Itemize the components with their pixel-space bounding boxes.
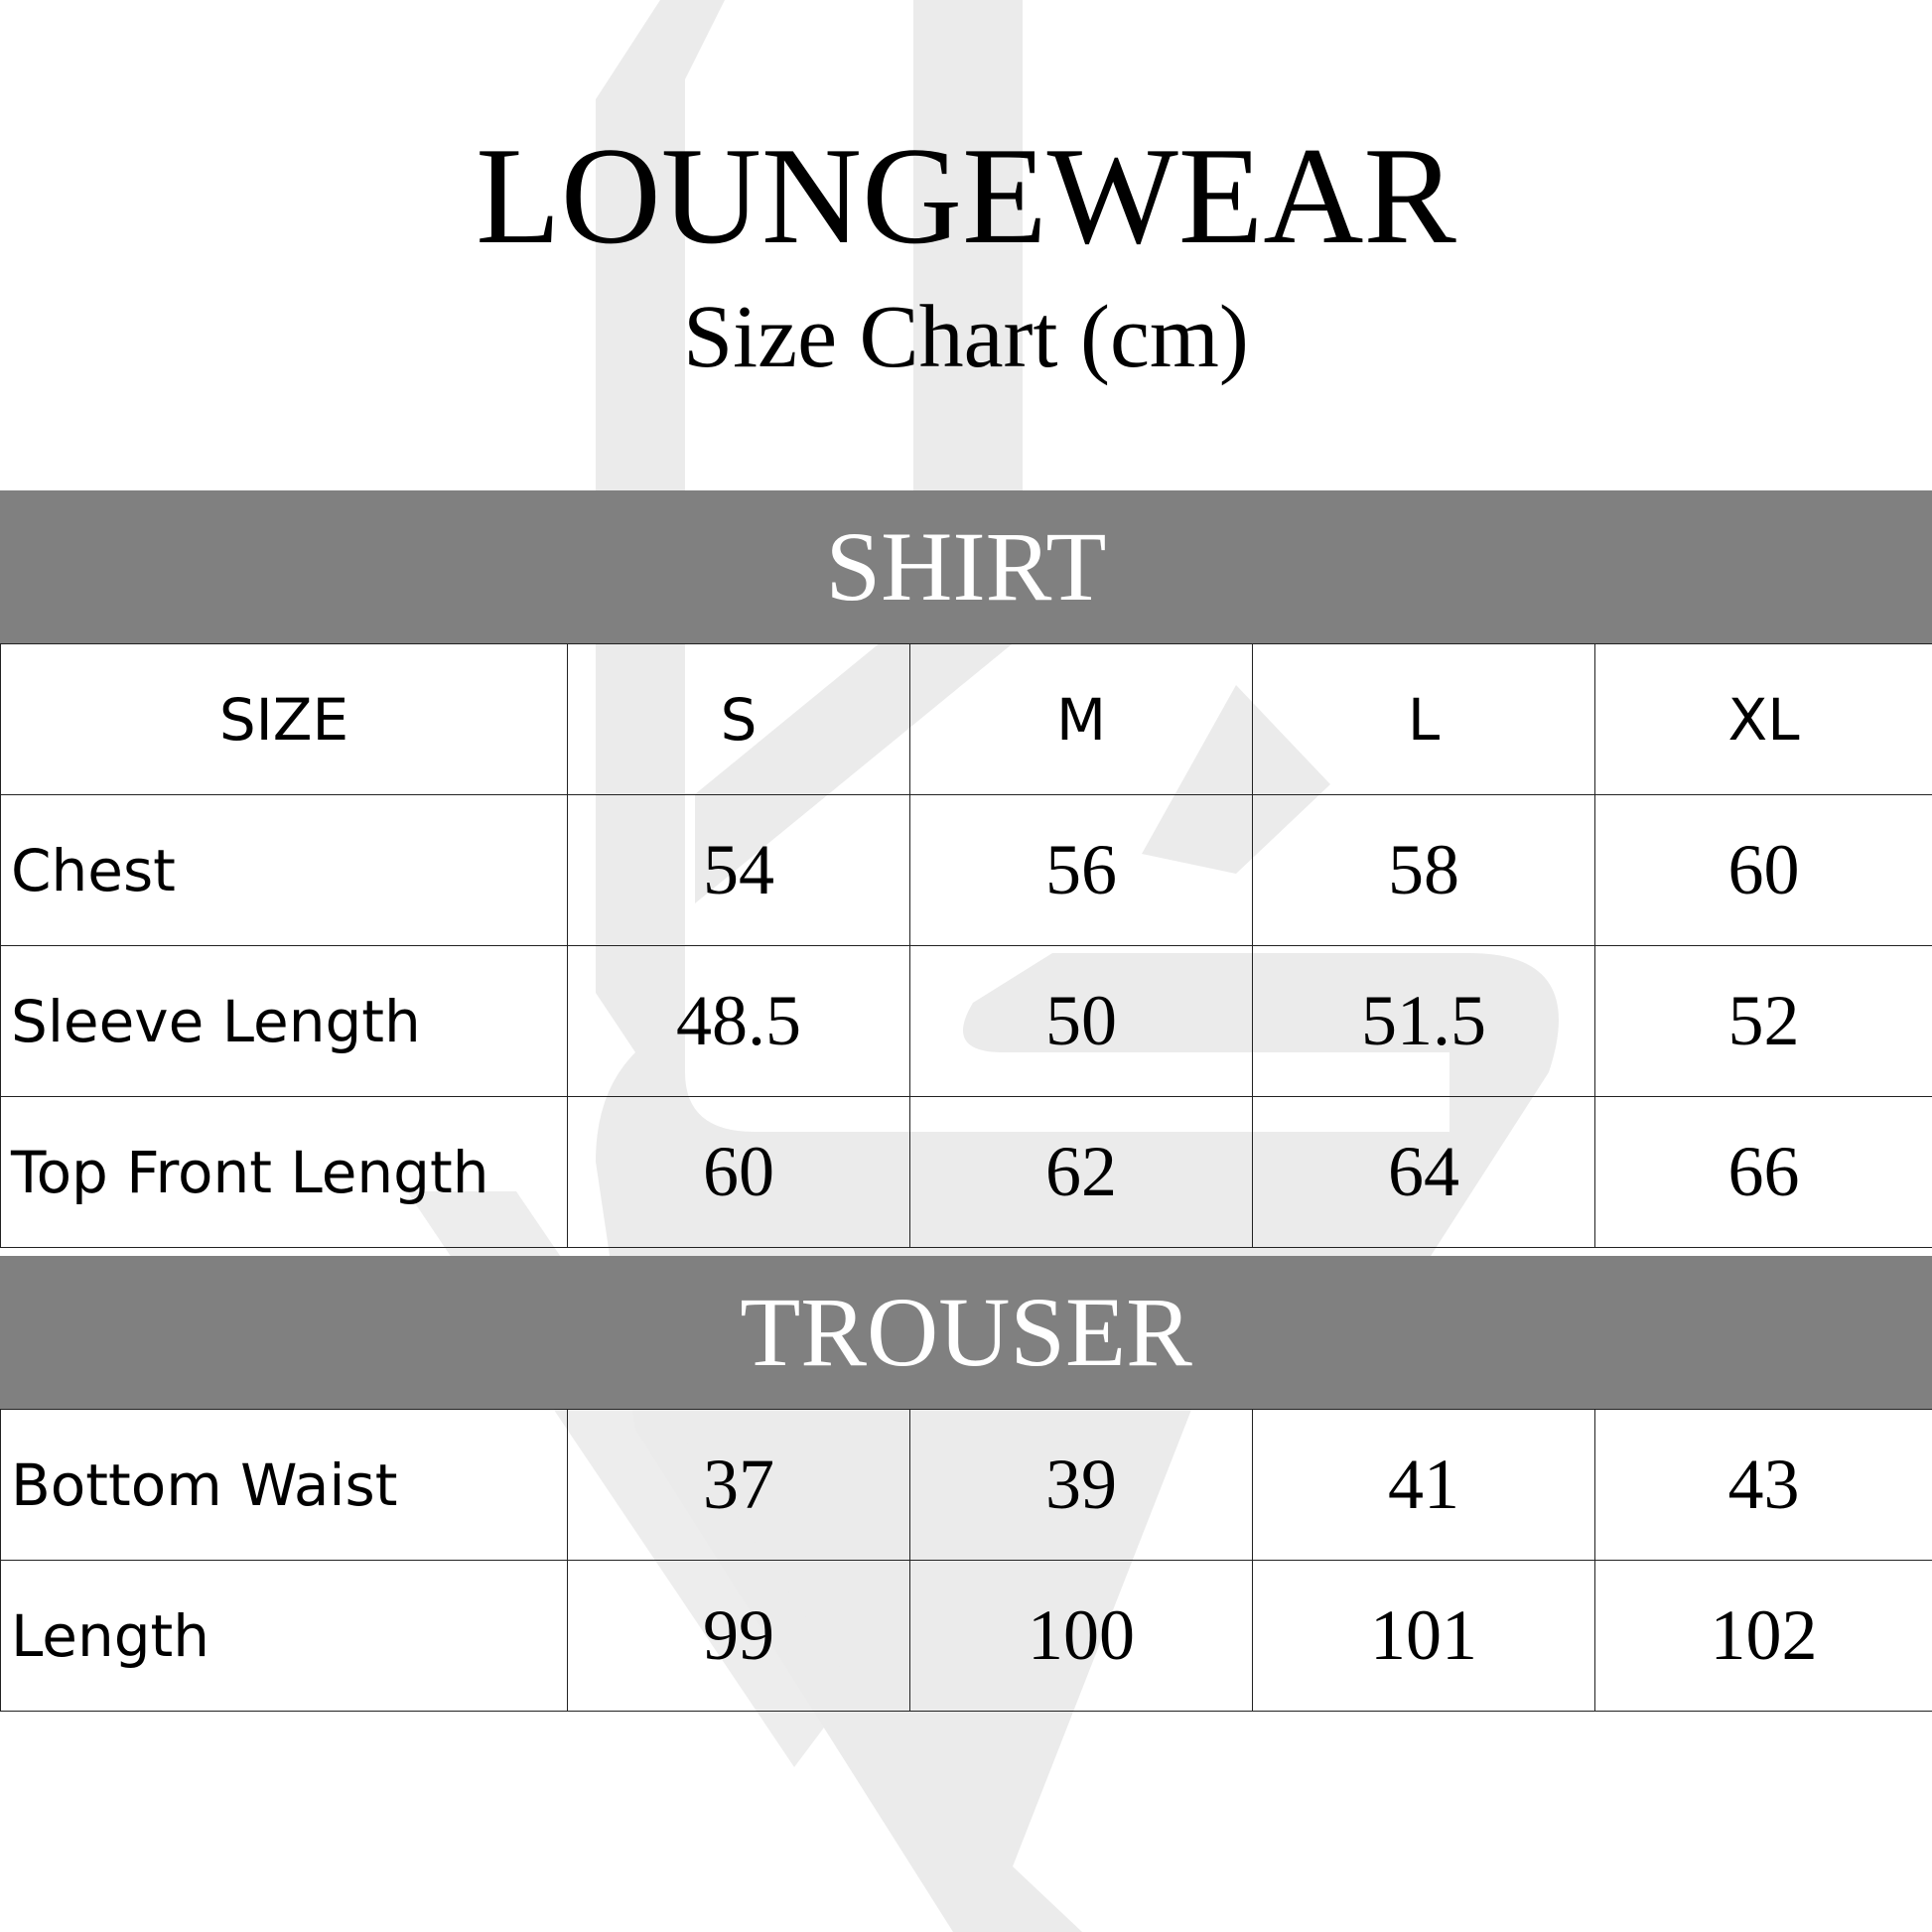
value-cell: 51.5 bbox=[1252, 945, 1595, 1097]
table-header-row: SIZE S M L XL bbox=[0, 643, 1932, 795]
value-cell: 50 bbox=[909, 945, 1253, 1097]
header-cell: M bbox=[909, 643, 1253, 795]
page-title: LOUNGEWEAR bbox=[476, 119, 1456, 273]
value-cell: 54 bbox=[567, 794, 910, 946]
table-row: Length 99 100 101 102 bbox=[0, 1560, 1932, 1712]
header-cell: SIZE bbox=[0, 643, 568, 795]
shirt-size-table: SIZE S M L XL Chest 54 56 58 60 Sleeve L… bbox=[0, 643, 1932, 1248]
value-cell: 64 bbox=[1252, 1096, 1595, 1248]
value-cell: 52 bbox=[1594, 945, 1932, 1097]
value-cell: 99 bbox=[567, 1560, 910, 1712]
header-cell: S bbox=[567, 643, 910, 795]
table-row: Bottom Waist 37 39 41 43 bbox=[0, 1409, 1932, 1561]
row-label: Bottom Waist bbox=[0, 1409, 568, 1561]
value-cell: 43 bbox=[1594, 1409, 1932, 1561]
value-cell: 56 bbox=[909, 794, 1253, 946]
section-header-shirt: SHIRT bbox=[0, 490, 1932, 643]
header-cell: L bbox=[1252, 643, 1595, 795]
row-label: Length bbox=[0, 1560, 568, 1712]
section-header-trouser: TROUSER bbox=[0, 1256, 1932, 1409]
row-label: Sleeve Length bbox=[0, 945, 568, 1097]
value-cell: 60 bbox=[1594, 794, 1932, 946]
value-cell: 66 bbox=[1594, 1096, 1932, 1248]
value-cell: 101 bbox=[1252, 1560, 1595, 1712]
value-cell: 102 bbox=[1594, 1560, 1932, 1712]
row-label: Top Front Length bbox=[0, 1096, 568, 1248]
trouser-size-table: Bottom Waist 37 39 41 43 Length 99 100 1… bbox=[0, 1409, 1932, 1712]
value-cell: 62 bbox=[909, 1096, 1253, 1248]
table-row: Sleeve Length 48.5 50 51.5 52 bbox=[0, 945, 1932, 1097]
value-cell: 60 bbox=[567, 1096, 910, 1248]
value-cell: 58 bbox=[1252, 794, 1595, 946]
row-label: Chest bbox=[0, 794, 568, 946]
value-cell: 41 bbox=[1252, 1409, 1595, 1561]
value-cell: 48.5 bbox=[567, 945, 910, 1097]
value-cell: 100 bbox=[909, 1560, 1253, 1712]
table-row: Top Front Length 60 62 64 66 bbox=[0, 1096, 1932, 1248]
page-subtitle: Size Chart (cm) bbox=[683, 288, 1249, 386]
value-cell: 39 bbox=[909, 1409, 1253, 1561]
table-row: Chest 54 56 58 60 bbox=[0, 794, 1932, 946]
value-cell: 37 bbox=[567, 1409, 910, 1561]
header-cell: XL bbox=[1594, 643, 1932, 795]
